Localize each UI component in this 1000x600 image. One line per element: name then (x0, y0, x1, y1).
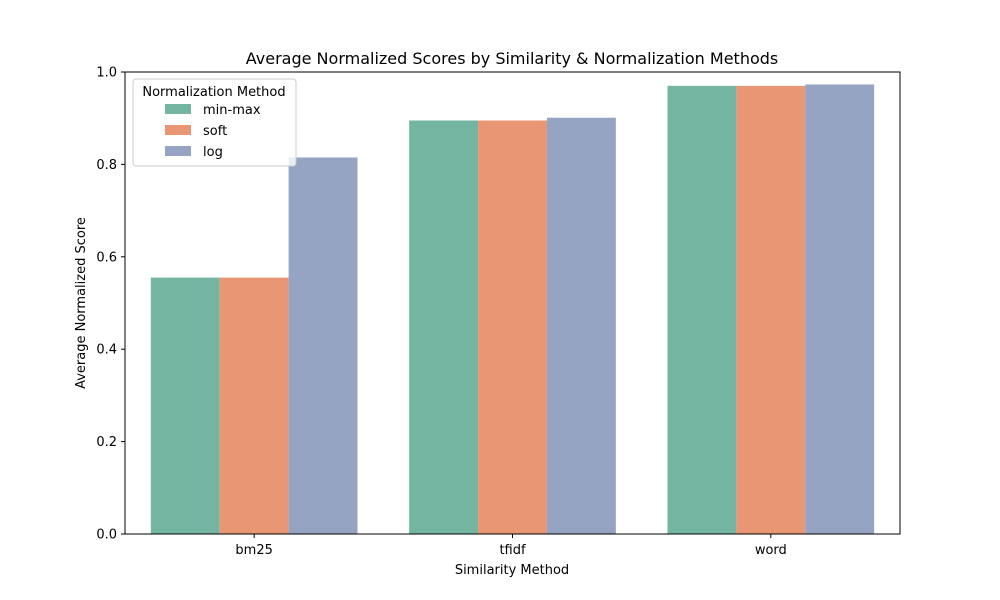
bar-bm25-soft (219, 277, 289, 534)
bar-tfidf-min-max (409, 120, 479, 534)
x-tick-label: word (755, 543, 787, 558)
bar-word-soft (736, 85, 806, 535)
x-axis-label: Similarity Method (455, 563, 569, 578)
y-axis-label: Average Normalized Score (74, 217, 89, 389)
legend-label-log: log (203, 145, 223, 160)
bar-word-log (805, 84, 875, 534)
x-tick-label: tfidf (499, 543, 526, 558)
y-tick-label: 0.8 (96, 158, 117, 173)
chart-title: Average Normalized Scores by Similarity … (246, 49, 778, 68)
legend-items: min-max soft log (165, 103, 261, 160)
legend-label-soft: soft (203, 124, 227, 139)
bar-tfidf-soft (478, 120, 547, 534)
y-tick-label: 1.0 (96, 66, 117, 81)
legend-swatch-log (165, 146, 191, 156)
bar-word-min-max (667, 85, 737, 535)
y-tick-label: 0.0 (96, 528, 117, 543)
legend-title: Normalization Method (142, 85, 285, 100)
plot-area (150, 84, 875, 535)
x-axis: bm25 tfidf word (235, 534, 787, 558)
bar-tfidf-log (546, 117, 616, 534)
bar-bm25-log (288, 157, 358, 534)
y-axis: 0.0 0.2 0.4 0.6 0.8 1.0 (96, 66, 125, 543)
legend-label-min-max: min-max (203, 103, 261, 118)
x-tick-label: bm25 (235, 543, 272, 558)
legend-swatch-soft (165, 125, 191, 135)
legend-swatch-min-max (165, 104, 191, 114)
legend: Normalization Method min-max soft log (132, 78, 297, 167)
legend-frame (132, 78, 297, 167)
y-tick-label: 0.4 (96, 343, 117, 358)
y-tick-label: 0.6 (96, 250, 117, 265)
y-tick-label: 0.2 (96, 435, 117, 450)
bar-bm25-min-max (150, 277, 220, 534)
